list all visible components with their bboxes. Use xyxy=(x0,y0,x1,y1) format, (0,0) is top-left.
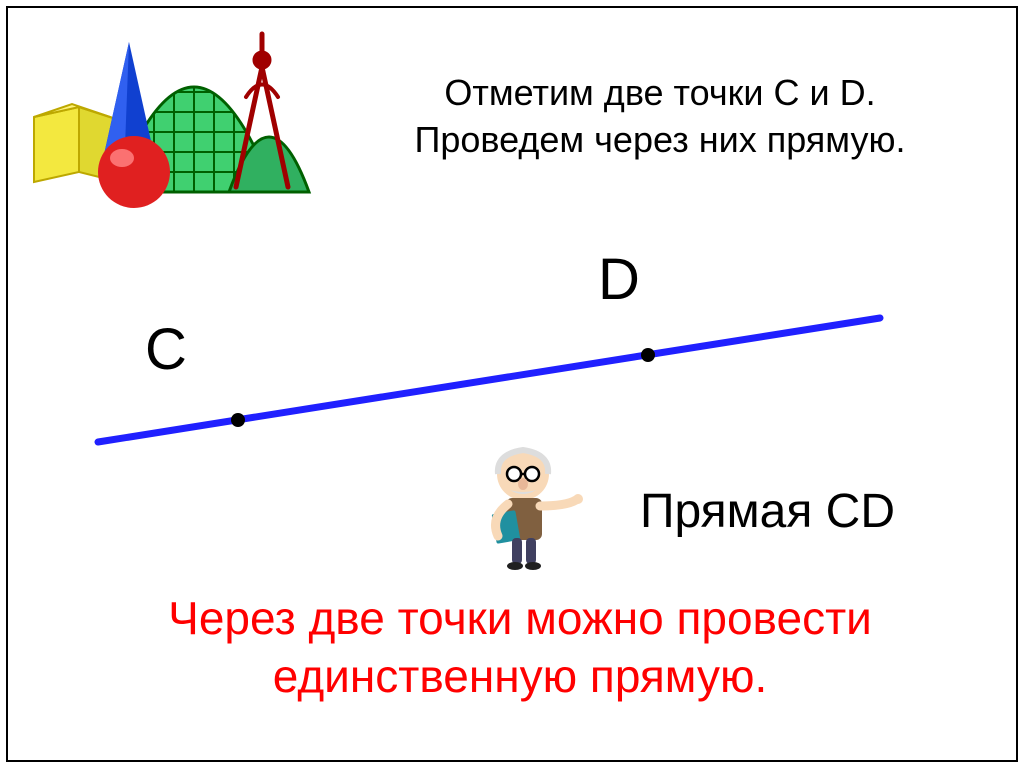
label-line-cd: Прямая СD xyxy=(640,484,895,539)
instruction-line2: Проведем через них прямую. xyxy=(415,119,906,160)
instruction-line1: Отметим две точки С и D. xyxy=(444,72,875,113)
conclusion-text: Через две точки можно провести единствен… xyxy=(70,590,970,705)
geometry-clipart xyxy=(24,12,324,212)
professor-character xyxy=(468,440,588,570)
instruction-text: Отметим две точки С и D. Проведем через … xyxy=(310,70,1010,164)
conclusion-line1: Через две точки можно провести xyxy=(168,592,872,644)
conclusion-line2: единственную прямую. xyxy=(273,650,767,702)
sphere-shape xyxy=(98,136,170,208)
label-d: D xyxy=(598,246,640,313)
label-c: С xyxy=(145,316,187,383)
